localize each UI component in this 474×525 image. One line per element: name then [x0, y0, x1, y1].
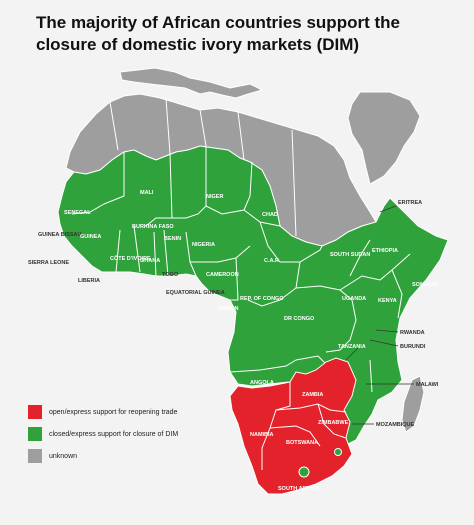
north-africa-borders: [109, 97, 297, 237]
label-benin: BENIN: [164, 236, 181, 242]
legend-label-reopening: open/express support for reopening trade: [49, 408, 178, 416]
legend-swatch-red: [28, 405, 42, 419]
label-angola: ANGOLA: [250, 380, 274, 386]
label-namibia: NAMIBIA: [250, 432, 274, 438]
label-cameroon: CAMEROON: [206, 272, 239, 278]
leader-lines: [345, 205, 414, 425]
label-gabon: GABON: [218, 306, 239, 312]
map-legend: open/express support for reopening trade…: [28, 404, 228, 470]
legend-swatch-green: [28, 427, 42, 441]
label-sierra-leone: SIERRA LEONE: [28, 260, 69, 266]
label-botswana: BOTSWANA: [286, 440, 318, 446]
west-africa-borders: [71, 146, 411, 353]
label-niger: NIGER: [206, 194, 223, 200]
label-nigeria: NIGERIA: [192, 242, 215, 248]
label-chad: CHAD: [262, 212, 278, 218]
label-south-africa: SOUTH AFRICA: [278, 486, 319, 492]
legend-swatch-gray: [28, 449, 42, 463]
label-eritrea: ERITREA: [398, 200, 422, 206]
label-tanzania: TANZANIA: [338, 344, 366, 350]
madagascar-unknown-region: [401, 375, 425, 433]
label-ghana: GHANA: [140, 258, 160, 264]
label-dr-congo: DR CONGO: [284, 316, 315, 322]
middle-east-fragment-shape: [347, 91, 421, 185]
label-burundi: BURUNDI: [400, 344, 426, 350]
legend-item-unknown: unknown: [28, 448, 228, 464]
label-guinea: GUINEA: [80, 234, 101, 240]
label-kenya: KENYA: [378, 298, 397, 304]
label-uganda: UGANDA: [342, 296, 366, 302]
southern-red-borders: [261, 382, 347, 470]
legend-item-reopening: open/express support for reopening trade: [28, 404, 228, 420]
label-togo: TOGO: [162, 272, 179, 278]
legend-label-unknown: unknown: [49, 452, 78, 460]
lesotho-enclave: [298, 466, 310, 478]
label-rep-of-congo: REP. OF CONGO: [240, 296, 284, 302]
label-car: C.A.R: [264, 258, 279, 264]
label-burkina-faso: BURKINA FASO: [132, 224, 174, 230]
label-malawi: MALAWI: [416, 382, 439, 388]
label-somalia: SOMALIA: [412, 282, 437, 288]
label-equatorial-guinea: EQUATORIAL GUINEA: [166, 290, 225, 296]
europe-fragment-shape: [119, 67, 264, 99]
label-zambia: ZAMBIA: [302, 392, 323, 398]
label-zimbabwe: ZIMBABWE: [318, 420, 349, 426]
legend-label-closure: closed/express support for closure of DI…: [49, 430, 179, 438]
label-guinea-bissau: GUINEA BISSAU: [38, 232, 82, 238]
label-mozambique: MOZAMBIQUE: [376, 422, 415, 428]
label-senegal: SENEGAL: [64, 210, 91, 216]
label-mali: MALI: [140, 190, 154, 196]
legend-item-closure: closed/express support for closure of DI…: [28, 426, 228, 442]
label-rwanda: RWANDA: [400, 330, 425, 336]
label-liberia: LIBERIA: [78, 278, 100, 284]
eswatini-enclave: [334, 448, 342, 456]
label-cote-divoire: CÔTE D'IVOIRE: [110, 254, 151, 262]
map-title: The majority of African countries suppor…: [36, 13, 400, 54]
label-south-sudan: SOUTH SUDAN: [330, 252, 370, 258]
label-ethiopia: ETHIOPIA: [372, 248, 398, 254]
